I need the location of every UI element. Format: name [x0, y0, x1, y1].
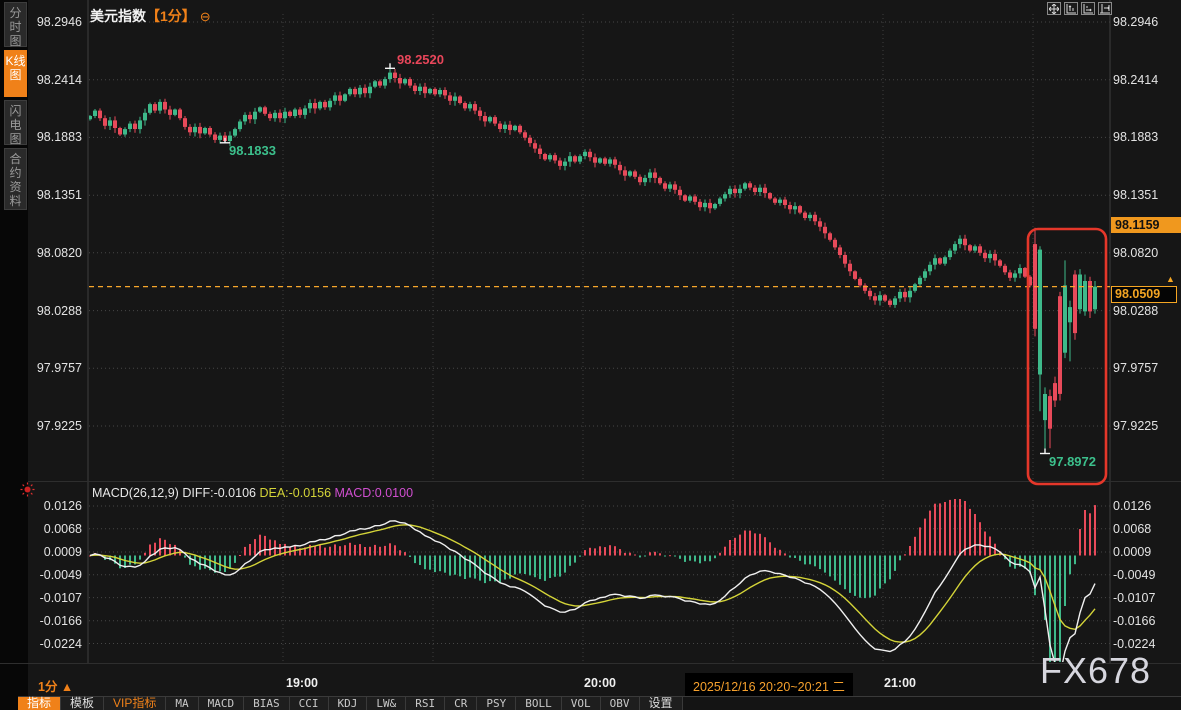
time-axis-strip: 1分 ▲ 2025/12/16 20:20~20:21 二 19:00 20:00… [0, 663, 1181, 698]
toolbar-button-13[interactable]: BOLL [516, 697, 562, 710]
toolbar-button-1[interactable]: 指标 [18, 697, 62, 710]
macd-axis-label-right: -0.0166 [1113, 613, 1156, 628]
macd-axis-label-right: 0.0068 [1113, 521, 1152, 536]
chart-tool-icons [1047, 2, 1112, 15]
main-axis-label-right: 98.2414 [1113, 72, 1159, 87]
last-price-badge: 98.0509 [1111, 286, 1177, 303]
toolbar-button-11[interactable]: CR [445, 697, 478, 710]
price-up-arrow-icon: ▲ [1166, 274, 1175, 284]
time-axis-tick: 21:00 [884, 676, 916, 690]
macd-axis-label-right: 0.0126 [1113, 498, 1152, 513]
main-axis-label-right: 98.0820 [1113, 245, 1159, 260]
main-axis-label-left: 97.9757 [36, 361, 82, 376]
macd-axis-label-right: -0.0224 [1113, 636, 1156, 651]
toolbar-button-12[interactable]: PSY [477, 697, 517, 710]
axis-scale-x-icon[interactable] [1081, 2, 1095, 15]
sidebar-tab-1[interactable]: 分时图 [4, 2, 27, 48]
interval-tag: 【1分】 [146, 8, 196, 24]
axis-reset-icon[interactable] [1098, 2, 1112, 15]
toolbar-button-16[interactable]: 设置 [639, 697, 683, 710]
macd-axis-label-left: 0.0009 [43, 544, 82, 559]
macd-axis-label-left: -0.0166 [39, 613, 82, 628]
macd-axis-label-right: -0.0107 [1113, 590, 1156, 605]
macd-axis-label-left: -0.0224 [39, 636, 82, 651]
main-axis-label-left: 98.1351 [36, 188, 82, 203]
macd-header: MACD(26,12,9) DIFF:-0.0106 DEA:-0.0156 M… [92, 486, 413, 500]
macd-axis-label-right: -0.0049 [1113, 567, 1156, 582]
macd-dea-value: DEA:-0.0156 [259, 486, 332, 500]
sidebar-tab-3[interactable]: 闪电图 [4, 100, 27, 146]
session-high-label: 98.2520 [397, 52, 444, 67]
collapse-icon[interactable]: ⊖ [199, 9, 211, 24]
macd-axis-label-right: 0.0009 [1113, 544, 1152, 559]
watermark-logo: FX678 [1040, 650, 1152, 691]
toolbar-button-7[interactable]: CCI [289, 697, 329, 710]
toolbar-button-10[interactable]: RSI [406, 697, 446, 710]
selected-candle-time-range: 2025/12/16 20:20~20:21 二 [685, 673, 853, 698]
main-axis-label-right: 98.1351 [1113, 188, 1159, 203]
axis-scale-y-icon[interactable] [1064, 2, 1078, 15]
marker-price-badge: 98.1159 [1111, 217, 1181, 233]
toolbar-button-6[interactable]: BIAS [244, 697, 290, 710]
main-axis-label-left: 97.9225 [36, 418, 82, 433]
symbol-name: 美元指数 [90, 8, 146, 24]
toolbar-button-4[interactable]: MA [166, 697, 199, 710]
macd-params: MACD(26,12,9) [92, 486, 179, 500]
toolbar-button-14[interactable]: VOL [561, 697, 601, 710]
sidebar-tab-4[interactable]: 合约资料 [4, 148, 27, 210]
session-low-label: 98.1833 [229, 143, 276, 158]
macd-axis-label-left: -0.0049 [39, 567, 82, 582]
main-axis-label-right: 98.2946 [1113, 15, 1159, 29]
time-axis-tick: 19:00 [286, 676, 318, 690]
main-axis-label-left: 98.0288 [36, 303, 82, 318]
macd-axis-label-left: 0.0068 [43, 521, 82, 536]
main-axis-label-right: 98.1883 [1113, 130, 1159, 145]
toolbar-button-9[interactable]: LW& [367, 697, 407, 710]
toolbar-button-15[interactable]: OBV [600, 697, 640, 710]
toolbar-button-3[interactable]: VIP指标 [104, 697, 167, 710]
macd-diff-value: DIFF:-0.0106 [182, 486, 256, 500]
toolbar-button-5[interactable]: MACD [198, 697, 245, 710]
indicator-hot-icon[interactable] [20, 482, 35, 502]
chart-title: 美元指数【1分】 ⊖ [90, 6, 211, 26]
main-axis-label-left: 98.2414 [36, 72, 82, 87]
main-axis-label-left: 98.0820 [36, 245, 82, 260]
toolbar-button-2[interactable]: 模板 [61, 697, 105, 710]
macd-axis-label-left: 0.0126 [43, 498, 82, 513]
macd-axis-label-left: -0.0107 [39, 590, 82, 605]
main-axis-label-left: 98.1883 [36, 130, 82, 145]
main-axis-label-right: 97.9225 [1113, 418, 1159, 433]
left-sidebar: 分时图 K线图闪电图 合约资料 [0, 0, 28, 710]
main-axis-label-left: 98.2946 [36, 15, 82, 29]
interval-selector[interactable]: 1分 ▲ [38, 680, 74, 694]
toolbar-button-8[interactable]: KDJ [328, 697, 368, 710]
pan-tool-icon[interactable] [1047, 2, 1061, 15]
macd-macd-value: MACD:0.0100 [334, 486, 414, 500]
time-axis-tick: 20:00 [584, 676, 616, 690]
indicator-toolbar: 指标 模板 VIP指标 MA MACD BIAS CCI KDJ LW& RSI CR PSY BOLL… [18, 696, 1181, 710]
main-axis-label-right: 97.9757 [1113, 361, 1159, 376]
crash-low-label: 97.8972 [1049, 454, 1096, 469]
main-axis-label-right: 98.0288 [1113, 303, 1159, 318]
sidebar-tab-2[interactable]: K线图 [4, 50, 27, 97]
